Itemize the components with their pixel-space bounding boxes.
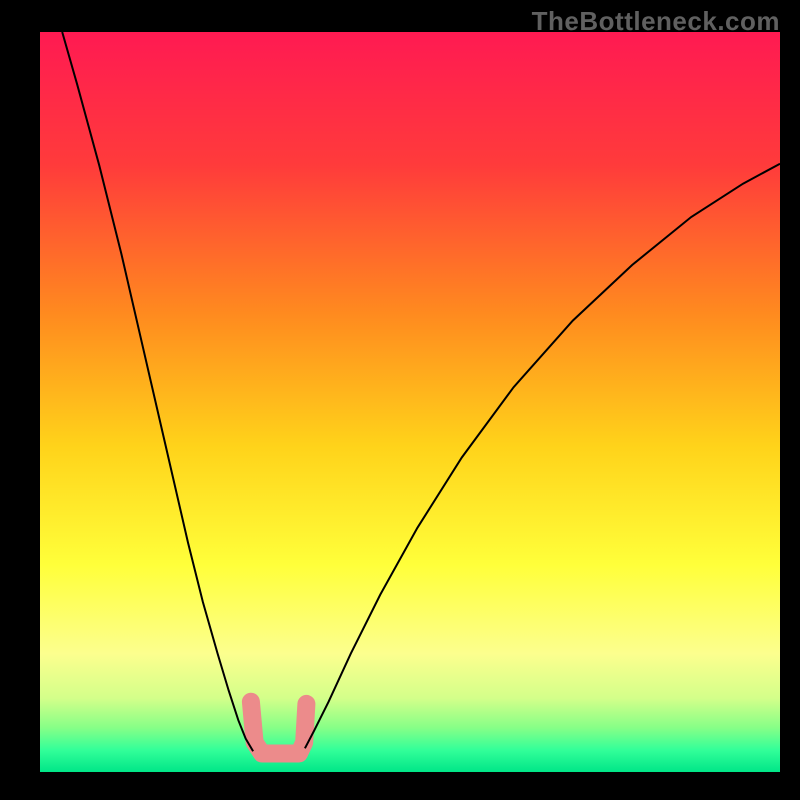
curve-layer — [40, 32, 780, 772]
watermark-text: TheBottleneck.com — [532, 6, 780, 37]
plot-area — [40, 32, 780, 772]
chart-frame: TheBottleneck.com — [0, 0, 800, 800]
pink-highlight-segment — [251, 702, 307, 754]
right-curve — [305, 164, 780, 749]
left-curve — [62, 32, 253, 751]
